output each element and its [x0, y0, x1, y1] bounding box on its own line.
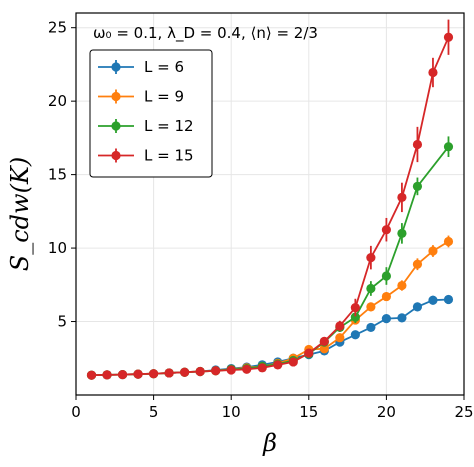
x-tick-label: 15 [299, 403, 318, 421]
data-point [412, 302, 423, 312]
data-point [381, 271, 391, 281]
legend-label: L = 9 [144, 88, 184, 106]
data-point [412, 181, 423, 191]
x-tick-label: 25 [454, 403, 473, 421]
data-point [397, 280, 407, 291]
data-point [412, 259, 423, 269]
x-tick-label: 10 [222, 403, 241, 421]
data-point [397, 228, 407, 238]
data-point [350, 302, 360, 313]
data-point [319, 344, 329, 354]
data-point [149, 369, 159, 379]
data-point [412, 139, 423, 150]
data-point [180, 367, 190, 377]
x-tick-label: 5 [149, 403, 159, 421]
data-point [397, 313, 407, 323]
data-point [335, 321, 345, 331]
data-point [428, 67, 438, 78]
data-point [288, 357, 298, 367]
data-point [443, 236, 454, 247]
x-axis-label: β [262, 429, 277, 457]
data-point [257, 363, 267, 373]
legend-label: L = 15 [144, 147, 194, 165]
data-point [397, 192, 407, 202]
annotation: ω₀ = 0.1, λ_D = 0.4, ⟨n⟩ = 2/3 [93, 24, 318, 43]
y-axis-label: S_cdw(K) [6, 157, 34, 271]
y-tick-label: 10 [48, 239, 67, 257]
series-3 [86, 19, 454, 380]
data-point [350, 330, 360, 340]
data-point [443, 142, 454, 152]
legend-label: L = 6 [144, 58, 184, 76]
data-point [443, 294, 454, 305]
data-point [366, 283, 376, 294]
data-point [366, 302, 376, 312]
data-point [350, 312, 360, 322]
data-point [428, 295, 438, 305]
data-point [211, 366, 221, 376]
y-tick-label: 15 [48, 166, 67, 184]
data-point [133, 369, 143, 379]
data-point [319, 336, 329, 346]
data-point [366, 253, 376, 263]
data-point [102, 370, 112, 380]
x-tick-label: 20 [377, 403, 396, 421]
legend: L = 6 L = 9 L = 12 L = 15 [89, 49, 213, 178]
data-point [117, 369, 128, 380]
data-point [443, 32, 454, 42]
series-line [91, 298, 449, 377]
ticks: 0 5 10 15 20 25 5 10 15 20 25 [48, 19, 474, 421]
data-point [381, 314, 391, 324]
data-point [366, 322, 376, 333]
x-tick-label: 0 [71, 403, 81, 421]
series-layer [86, 19, 454, 380]
data-point [86, 370, 97, 380]
legend-swatch-marker [111, 121, 121, 131]
series-line [91, 146, 450, 377]
data-point [226, 365, 236, 375]
data-point [304, 348, 314, 358]
legend-box [89, 49, 213, 178]
series-line [91, 240, 449, 377]
data-point [273, 360, 283, 370]
data-point [195, 366, 205, 377]
legend-label: L = 12 [144, 117, 194, 135]
data-point [428, 246, 438, 256]
y-tick-label: 20 [48, 92, 67, 110]
data-point [381, 225, 391, 235]
data-point [381, 291, 391, 302]
data-point [335, 333, 345, 343]
legend-swatch-marker [111, 62, 121, 72]
y-tick-label: 5 [57, 313, 67, 331]
data-point [164, 368, 174, 378]
legend-swatch-marker [111, 150, 121, 161]
plot-frame [75, 12, 465, 396]
series-1 [86, 235, 454, 380]
data-point [242, 364, 252, 374]
y-tick-label: 25 [48, 19, 67, 37]
legend-swatch-marker [111, 91, 121, 102]
